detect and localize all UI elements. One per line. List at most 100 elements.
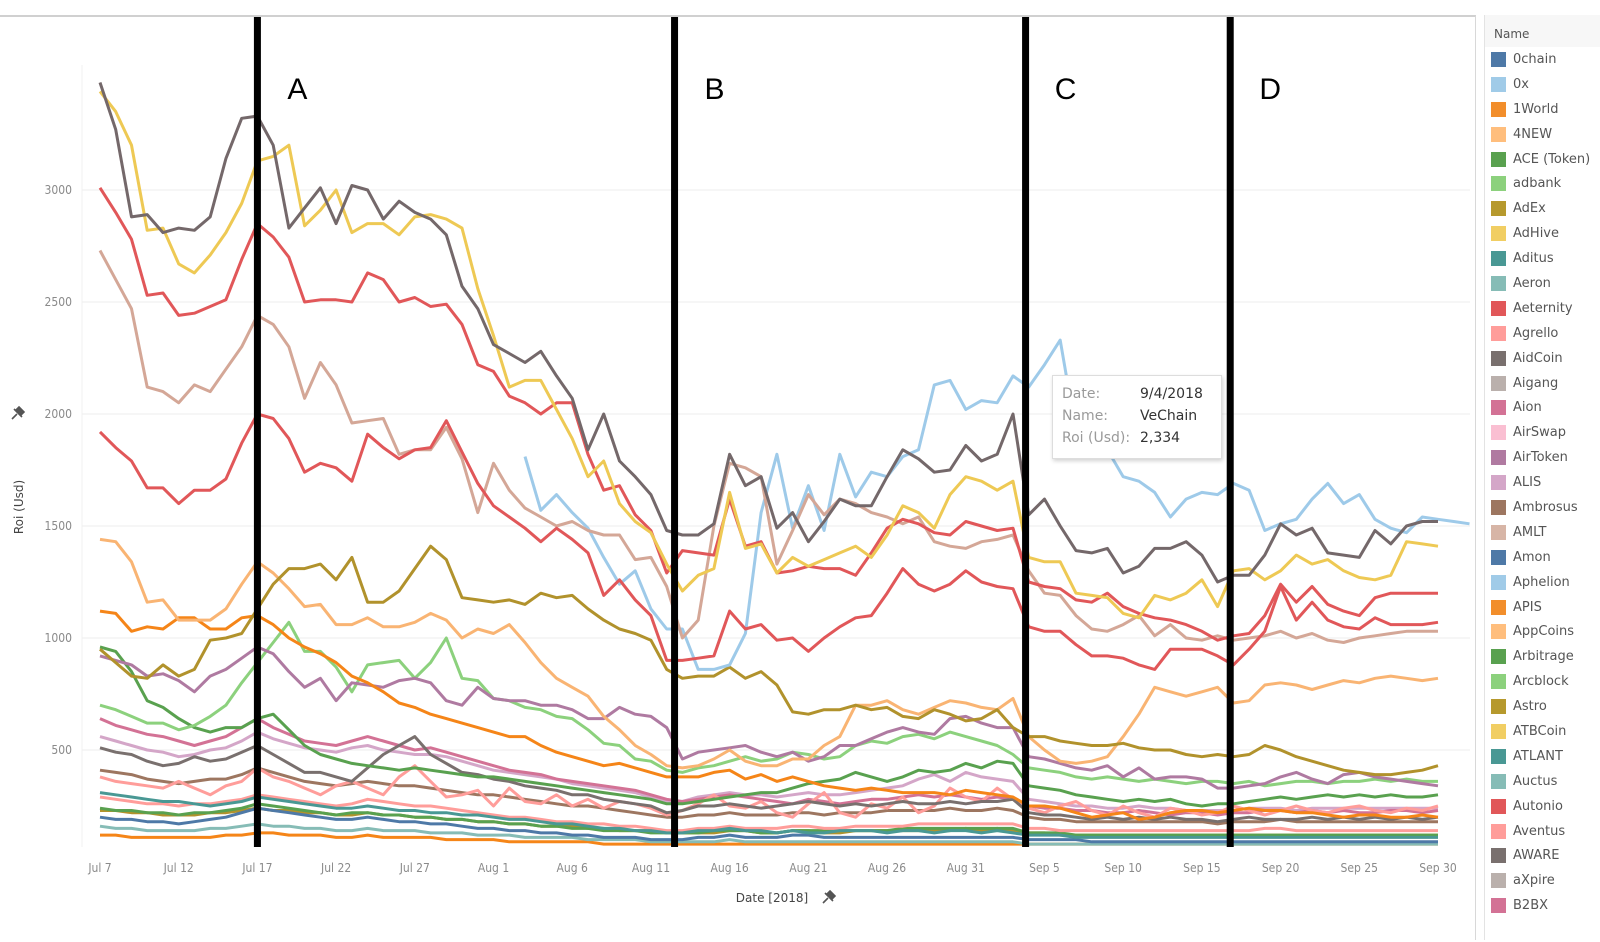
legend-item[interactable]: ACE (Token) [1485, 147, 1600, 172]
series-line-adbank[interactable] [99, 620, 1438, 788]
y-axis-pin-icon[interactable] [11, 405, 26, 420]
legend-item[interactable]: Aditus [1485, 246, 1600, 271]
legend-label: AirToken [1513, 450, 1568, 466]
legend-item[interactable]: adbank [1485, 171, 1600, 196]
tooltip-name-key: Name: [1062, 408, 1109, 424]
legend-label: Aditus [1513, 251, 1554, 267]
x-tick-label: Sep 10 [1104, 861, 1142, 875]
legend-label: B2BX [1513, 898, 1549, 914]
legend-swatch [1491, 898, 1506, 914]
legend-item[interactable]: aXpire [1485, 868, 1600, 893]
series-line-airtoken[interactable] [99, 645, 1439, 790]
series-line-aware[interactable] [99, 735, 1439, 824]
legend-label: 4NEW [1513, 126, 1553, 142]
legend-swatch [1491, 350, 1506, 366]
legend-swatch [1491, 574, 1506, 590]
legend-label: Astro [1513, 699, 1547, 715]
series-line-aidcoin[interactable] [98, 82, 1438, 584]
legend-swatch [1491, 300, 1506, 316]
x-axis-pin-icon[interactable] [822, 889, 837, 904]
series-line-amlt[interactable] [98, 249, 1438, 644]
legend-swatch [1491, 798, 1506, 814]
line-chart: A B C D 500 1000 1500 2000 2500 3000 Jul 7 Jul 12… [11, 17, 1470, 905]
legend-item[interactable]: AppCoins [1485, 619, 1600, 644]
y-tick-label: 500 [51, 743, 72, 757]
series-line-adhive[interactable] [98, 90, 1439, 620]
legend-item[interactable]: 4NEW [1485, 122, 1600, 147]
series-line-0chain[interactable] [99, 806, 1438, 844]
legend-list: 0chain 0x 1World 4NEW ACE (Token) adbank AdEx A… [1485, 47, 1600, 918]
series-line-ambrosus[interactable] [99, 766, 1438, 826]
x-tick-label: Jul 22 [320, 861, 351, 875]
legend-item[interactable]: AdHive [1485, 221, 1600, 246]
legend-label: ALIS [1513, 475, 1542, 491]
y-axis: 500 1000 1500 2000 2500 3000 [45, 65, 83, 847]
legend-item[interactable]: AWARE [1485, 844, 1600, 869]
legend-item[interactable]: ATLANT [1485, 744, 1600, 769]
legend-label: Agrello [1513, 325, 1559, 341]
legend-item[interactable]: AirSwap [1485, 420, 1600, 445]
legend-item[interactable]: Astro [1485, 694, 1600, 719]
legend-label: Ambrosus [1513, 499, 1578, 515]
legend-item[interactable]: APIS [1485, 595, 1600, 620]
legend-item[interactable]: Arcblock [1485, 669, 1600, 694]
legend-item[interactable]: Autonio [1485, 794, 1600, 819]
legend-item[interactable]: Ambrosus [1485, 495, 1600, 520]
legend-swatch [1491, 549, 1506, 565]
legend-swatch [1491, 848, 1506, 864]
series-line-1world[interactable] [99, 609, 1439, 821]
series-line-aditus[interactable] [99, 791, 1438, 839]
legend-item[interactable]: Agrello [1485, 321, 1600, 346]
legend-item[interactable]: Aeternity [1485, 296, 1600, 321]
x-tick-label: Aug 6 [557, 861, 589, 875]
legend-item[interactable]: AirToken [1485, 445, 1600, 470]
legend-item[interactable]: 0x [1485, 72, 1600, 97]
legend-item[interactable]: Aion [1485, 395, 1600, 420]
series-line-aventus[interactable] [99, 793, 1438, 833]
series-line-auctus[interactable] [99, 822, 1438, 846]
x-tick-label: Jul 17 [241, 861, 272, 875]
legend-item[interactable]: Aventus [1485, 819, 1600, 844]
legend-item[interactable]: ATBCoin [1485, 719, 1600, 744]
legend-item[interactable]: Auctus [1485, 769, 1600, 794]
legend-item[interactable]: AdEx [1485, 196, 1600, 221]
legend-item[interactable]: Arbitrage [1485, 644, 1600, 669]
legend-item[interactable]: 1World [1485, 97, 1600, 122]
legend-swatch [1491, 723, 1506, 739]
legend-item[interactable]: Amon [1485, 545, 1600, 570]
legend-title: Name [1485, 15, 1600, 47]
y-tick-label: 2500 [45, 295, 73, 309]
legend-item[interactable]: Aphelion [1485, 570, 1600, 595]
legend-label: Aigang [1513, 375, 1559, 391]
legend-label: 0x [1513, 76, 1529, 92]
series-line-astro[interactable] [99, 544, 1439, 777]
legend-item[interactable]: AMLT [1485, 520, 1600, 545]
legend-item[interactable]: Aigang [1485, 371, 1600, 396]
series-line-4new[interactable] [99, 537, 1439, 770]
series-line-ace-token-[interactable] [99, 645, 1439, 808]
series-line-aphelion[interactable] [523, 338, 1470, 671]
x-tick-label: Aug 21 [789, 861, 827, 875]
section-label-d: D [1259, 73, 1281, 106]
legend-swatch [1491, 275, 1506, 291]
legend-label: Arbitrage [1513, 649, 1574, 665]
x-tick-label: Aug 1 [478, 861, 509, 875]
series-line-autonio[interactable] [98, 412, 1439, 671]
legend-item[interactable]: ALIS [1485, 470, 1600, 495]
legend-swatch [1491, 126, 1506, 142]
legend-label: Amon [1513, 549, 1551, 565]
legend-swatch [1491, 101, 1506, 117]
legend-item[interactable]: 0chain [1485, 47, 1600, 72]
legend-label: ATBCoin [1513, 723, 1567, 739]
legend-item[interactable]: AidCoin [1485, 346, 1600, 371]
gridlines [82, 189, 1470, 751]
legend-swatch [1491, 151, 1506, 167]
x-tick-label: Sep 5 [1029, 861, 1060, 875]
x-axis-title: Date [2018] [736, 891, 808, 905]
legend-item[interactable]: Aeron [1485, 271, 1600, 296]
legend-swatch [1491, 201, 1506, 217]
series-line-aion[interactable] [99, 717, 1439, 817]
legend-label: Aphelion [1513, 574, 1570, 590]
series-line-alis[interactable] [99, 730, 1438, 812]
legend-item[interactable]: B2BX [1485, 893, 1600, 918]
